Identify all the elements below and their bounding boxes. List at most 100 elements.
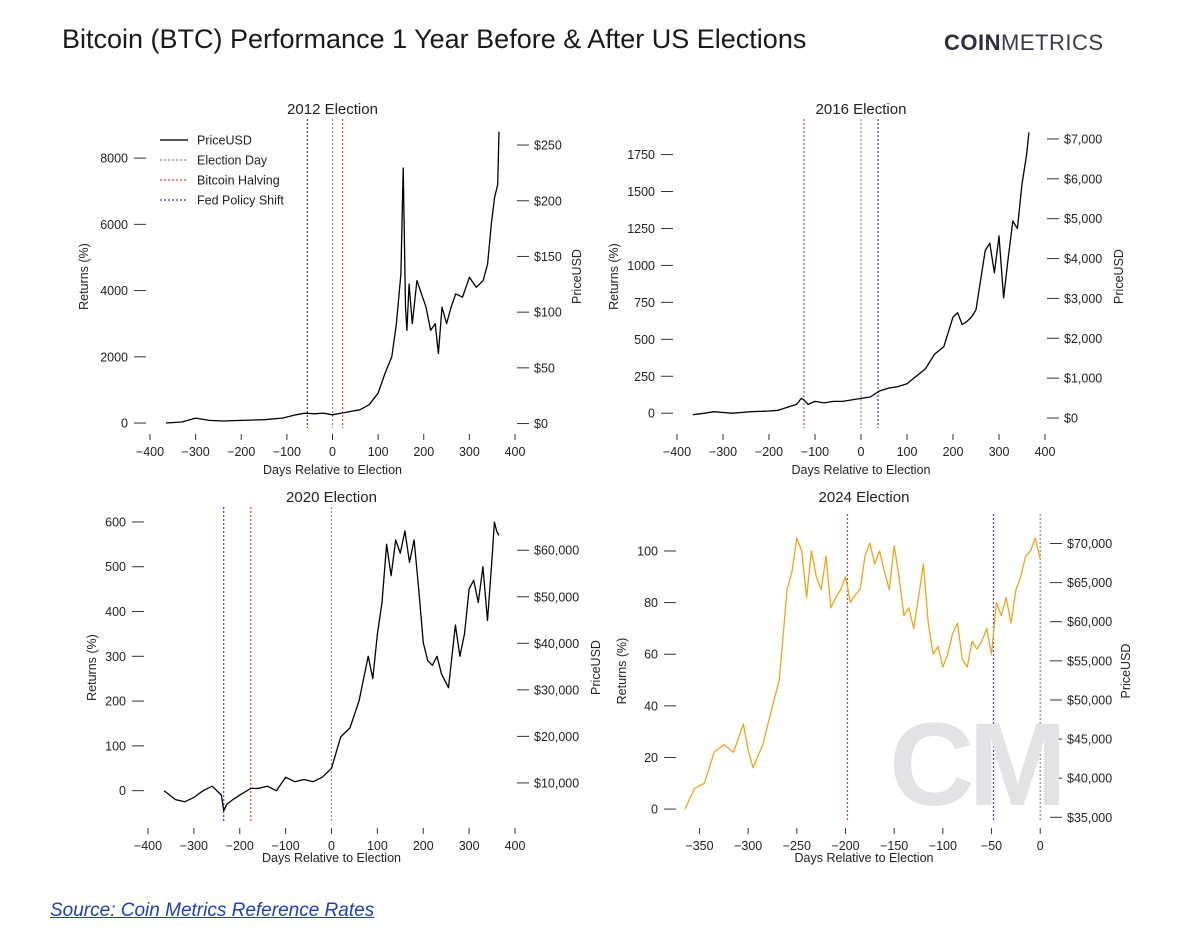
legend-label: Bitcoin Halving: [197, 174, 280, 188]
y-tick-label: 0: [119, 784, 126, 798]
brand-logo: COINMETRICS: [944, 30, 1104, 56]
y2-tick-label: $0: [534, 417, 548, 431]
y2-tick-label: $200: [534, 194, 562, 208]
x-tick-label: −300: [180, 839, 208, 853]
x-tick-label: −100: [273, 445, 301, 459]
x-tick-label: 400: [505, 839, 526, 853]
y-tick-label: 0: [648, 407, 655, 421]
y2-tick-label: $60,000: [534, 544, 579, 558]
legend-label: Fed Policy Shift: [197, 194, 284, 208]
y2-tick-label: $3,000: [1064, 292, 1102, 306]
y-axis-label: Returns (%): [615, 638, 629, 705]
x-tick-label: −400: [136, 445, 164, 459]
x-tick-label: −250: [783, 839, 811, 853]
y-tick-label: 1250: [627, 222, 655, 236]
y2-tick-label: $5,000: [1064, 212, 1102, 226]
y-tick-label: 300: [105, 650, 126, 664]
x-tick-label: −400: [134, 839, 162, 853]
chart-title: 2012 Election: [287, 101, 378, 118]
series-line-priceusd: [684, 537, 1041, 810]
y-tick-label: 250: [634, 370, 655, 384]
y2-axis-label: PriceUSD: [589, 640, 603, 695]
y2-tick-label: $0: [1064, 412, 1078, 426]
y-tick-label: 1750: [627, 148, 655, 162]
y-tick-label: 0: [121, 417, 128, 431]
page-title: Bitcoin (BTC) Performance 1 Year Before …: [62, 24, 807, 54]
x-tick-label: 0: [858, 445, 865, 459]
x-tick-label: 200: [943, 445, 964, 459]
x-tick-label: 0: [328, 839, 335, 853]
y-tick-label: 2000: [100, 350, 128, 364]
y2-tick-label: $2,000: [1064, 332, 1102, 346]
x-tick-label: −200: [226, 839, 254, 853]
y2-tick-label: $55,000: [1067, 654, 1112, 668]
y2-tick-label: $65,000: [1067, 576, 1112, 590]
y-tick-label: 40: [644, 699, 658, 713]
x-tick-label: −100: [272, 839, 300, 853]
y2-tick-label: $50: [534, 361, 555, 375]
x-tick-label: −200: [831, 839, 859, 853]
y-tick-label: 60: [644, 648, 658, 662]
x-tick-label: −50: [981, 839, 1002, 853]
chart-title: 2016 Election: [816, 101, 907, 118]
x-tick-label: −100: [929, 839, 957, 853]
y-tick-label: 600: [105, 515, 126, 529]
chart-legend: PriceUSD Election Day Bitcoin Halving Fed P…: [160, 134, 284, 208]
watermark-logo: CM: [889, 699, 1061, 831]
y-tick-label: 200: [105, 695, 126, 709]
x-tick-label: 100: [897, 445, 918, 459]
y-tick-label: 500: [634, 333, 655, 347]
x-tick-label: −300: [709, 445, 737, 459]
y2-axis-label: PriceUSD: [1119, 644, 1133, 699]
chart-title: 2024 Election: [819, 489, 910, 506]
y2-tick-label: $150: [534, 250, 562, 264]
y2-tick-label: $6,000: [1064, 172, 1102, 186]
y2-tick-label: $20,000: [534, 730, 579, 744]
y2-tick-label: $30,000: [534, 683, 579, 697]
y2-tick-label: $100: [534, 306, 562, 320]
y2-axis-label: PriceUSD: [570, 249, 584, 304]
series-line-priceusd: [165, 131, 500, 424]
x-tick-label: −300: [734, 839, 762, 853]
x-tick-label: 300: [459, 445, 480, 459]
y-tick-label: 100: [105, 739, 126, 753]
y-tick-label: 100: [637, 544, 658, 558]
x-axis-label: Days Relative to Election: [792, 463, 931, 477]
x-tick-label: 200: [413, 445, 434, 459]
source-link[interactable]: Source: Coin Metrics Reference Rates: [50, 900, 375, 921]
x-tick-label: −400: [663, 445, 691, 459]
x-tick-label: 400: [505, 445, 526, 459]
x-tick-label: 400: [1035, 445, 1056, 459]
x-tick-label: −200: [755, 445, 783, 459]
chart-panel-1: 2012 Election −400 −300 −200 −100 0 100 200 300 4…: [77, 101, 584, 477]
y-tick-label: 750: [634, 296, 655, 310]
brand-logo-bold: COIN: [944, 30, 1001, 55]
x-tick-label: 100: [367, 839, 388, 853]
x-axis-label: Days Relative to Election: [795, 851, 934, 865]
y-tick-label: 20: [644, 751, 658, 765]
legend-label: Election Day: [197, 154, 268, 168]
x-tick-label: 300: [459, 839, 480, 853]
legend-label: PriceUSD: [197, 134, 252, 148]
brand-logo-light: METRICS: [1001, 30, 1104, 55]
x-tick-label: 0: [1037, 839, 1044, 853]
y-axis-label: Returns (%): [77, 243, 91, 310]
x-tick-label: −350: [685, 839, 713, 853]
y-tick-label: 500: [105, 560, 126, 574]
y2-tick-label: $250: [534, 139, 562, 153]
x-tick-label: 300: [989, 445, 1010, 459]
y-tick-label: 4000: [100, 284, 128, 298]
y2-tick-label: $50,000: [534, 590, 579, 604]
x-tick-label: −200: [227, 445, 255, 459]
x-tick-label: −300: [182, 445, 210, 459]
y2-tick-label: $10,000: [534, 776, 579, 790]
x-tick-label: 200: [413, 839, 434, 853]
y-tick-label: 0: [651, 803, 658, 817]
x-tick-label: 100: [368, 445, 389, 459]
y2-axis-label: PriceUSD: [1112, 249, 1126, 304]
y2-tick-label: $40,000: [534, 637, 579, 651]
y-tick-label: 400: [105, 605, 126, 619]
x-axis-label: Days Relative to Election: [262, 851, 401, 865]
y2-tick-label: $4,000: [1064, 252, 1102, 266]
x-tick-label: −100: [801, 445, 829, 459]
